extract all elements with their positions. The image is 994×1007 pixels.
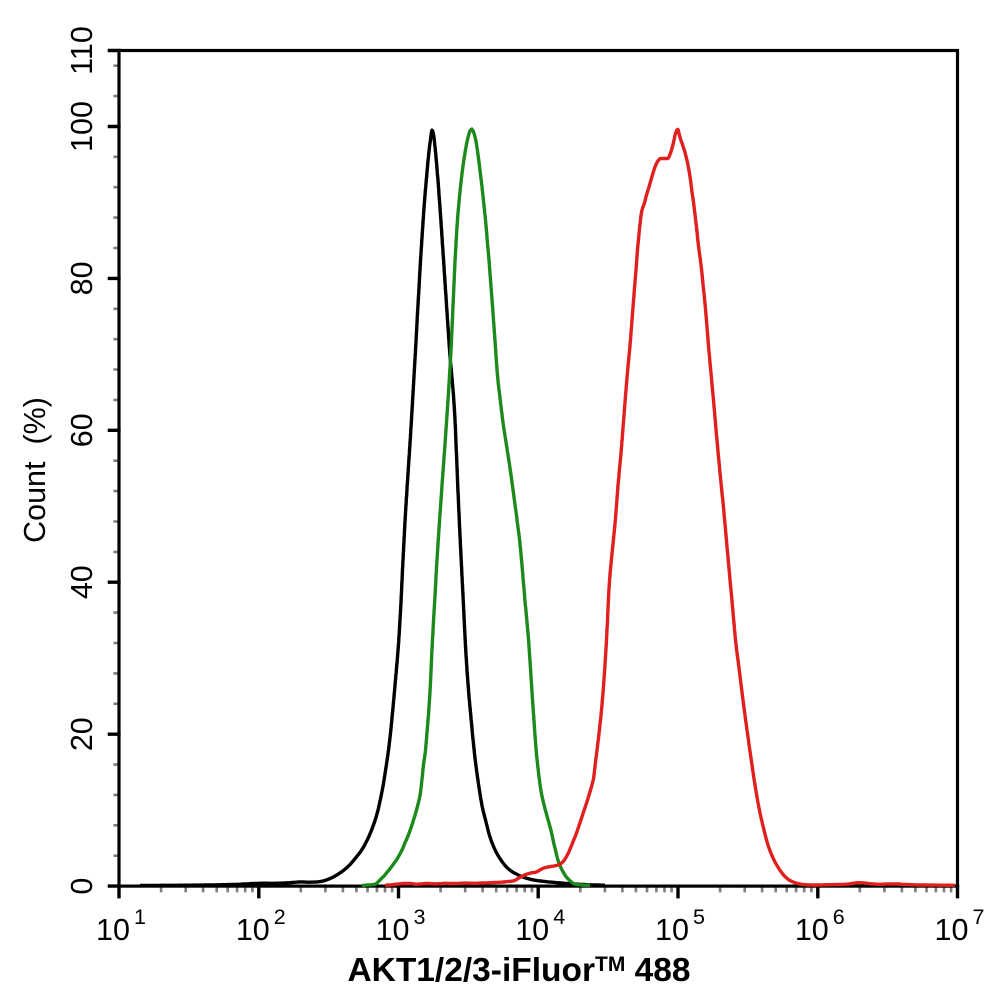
- svg-text:10: 10: [795, 913, 829, 947]
- svg-text:10: 10: [236, 913, 270, 947]
- svg-text:100: 100: [65, 101, 99, 152]
- svg-text:6: 6: [833, 905, 845, 929]
- svg-text:10: 10: [515, 913, 549, 947]
- svg-text:110: 110: [65, 26, 99, 75]
- svg-text:40: 40: [65, 565, 99, 599]
- svg-text:20: 20: [65, 717, 99, 751]
- svg-text:0: 0: [65, 878, 99, 895]
- svg-text:10: 10: [96, 913, 130, 947]
- svg-text:AKT1/2/3-iFluorTM 488: AKT1/2/3-iFluorTM 488: [347, 952, 690, 989]
- svg-text:10: 10: [655, 913, 689, 947]
- svg-text:60: 60: [65, 413, 99, 447]
- svg-text:7: 7: [973, 905, 985, 929]
- svg-text:1: 1: [134, 905, 146, 929]
- svg-text:4: 4: [553, 905, 565, 929]
- svg-text:10: 10: [935, 913, 969, 947]
- svg-text:2: 2: [274, 905, 286, 929]
- svg-text:Count (%): Count (%): [18, 397, 52, 543]
- svg-text:5: 5: [693, 905, 705, 929]
- svg-text:3: 3: [414, 905, 426, 929]
- svg-text:10: 10: [376, 913, 410, 947]
- svg-text:80: 80: [65, 261, 99, 295]
